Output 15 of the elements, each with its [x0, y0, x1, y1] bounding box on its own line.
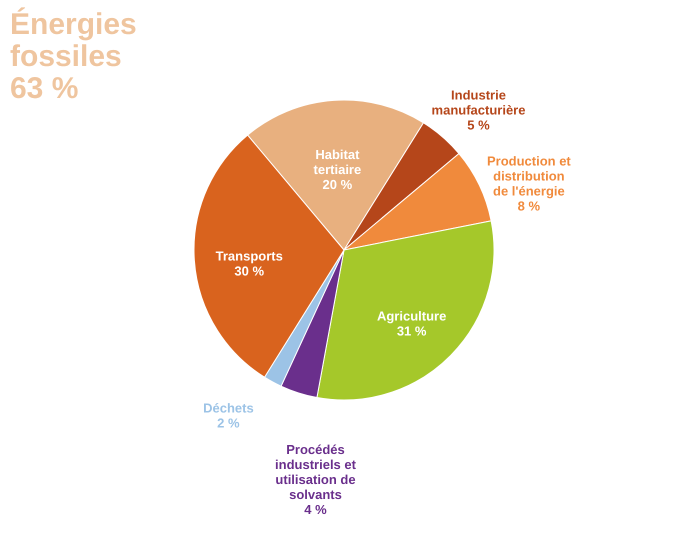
slice-label: Production et distribution de l'énergie: [486, 153, 572, 198]
data-label: 2 %: [217, 415, 240, 430]
slice-label: Déchets: [203, 400, 254, 416]
slice-label: Industrie manufacturière: [432, 87, 526, 118]
slice-label: Agriculture: [376, 308, 446, 324]
data-label: 31 %: [396, 324, 427, 339]
text: Énergies fossiles 63 %: [10, 7, 137, 105]
data-label: 20 %: [322, 177, 353, 192]
slice-label: Habitat tertiaire: [314, 147, 362, 178]
data-label: 8 %: [518, 198, 541, 214]
slice-label: Transports: [216, 248, 283, 264]
data-label: 4 %: [304, 502, 328, 518]
slice-label: Procédés industriels et utilisation de solvants: [275, 442, 357, 502]
data-label: 30 %: [234, 264, 264, 279]
data-label: 5 %: [467, 117, 490, 132]
